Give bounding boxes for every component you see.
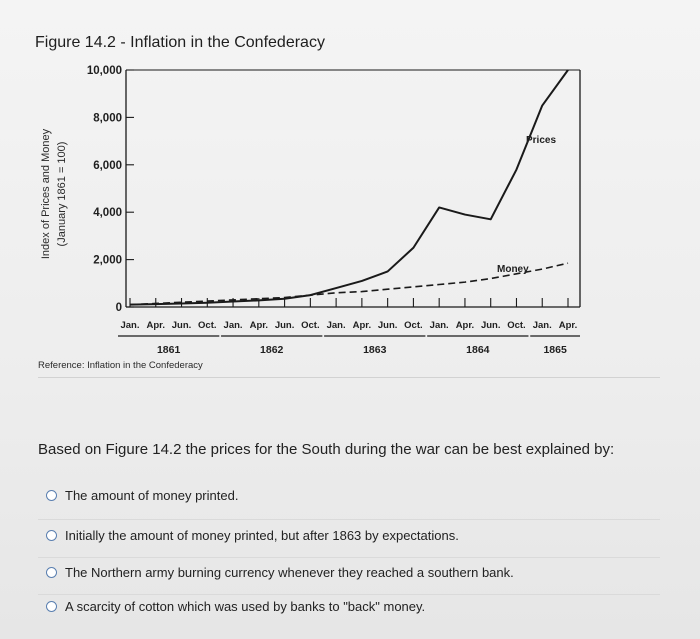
answer-option-1[interactable]: The amount of money printed.: [46, 488, 238, 503]
option-divider: [38, 519, 660, 520]
answer-option-2[interactable]: Initially the amount of money printed, b…: [46, 528, 459, 543]
y-tick-label: 4,000: [93, 207, 122, 219]
x-tick-label: Oct.: [198, 320, 216, 331]
answer-option-3[interactable]: The Northern army burning currency whene…: [46, 565, 514, 580]
x-tick-label: Jan.: [430, 320, 449, 331]
option-divider: [38, 557, 660, 558]
y-tick-label: 2,000: [93, 255, 122, 267]
x-tick-label: Jan.: [120, 320, 139, 331]
x-tick-label: Apr.: [456, 320, 474, 331]
y-tick-label: 0: [116, 302, 122, 314]
chart-axes: [125, 69, 581, 308]
x-tick-label: Apr.: [353, 320, 371, 331]
y-tick-label: 6,000: [93, 160, 122, 172]
option-label: The amount of money printed.: [65, 488, 239, 503]
series-labels: Prices Money: [497, 135, 556, 275]
option-label: The Northern army burning currency whene…: [65, 565, 514, 580]
year-label: 1863: [363, 344, 387, 356]
figure-reference: Reference: Inflation in the Confederacy: [38, 360, 203, 371]
x-tick-label: Oct.: [507, 320, 525, 331]
x-tick-label: Apr.: [250, 320, 268, 331]
option-divider: [38, 594, 660, 595]
series-label-prices: Prices: [526, 135, 556, 146]
radio-button[interactable]: [46, 601, 57, 612]
x-tick-label: Jan.: [224, 320, 243, 331]
radio-button[interactable]: [46, 490, 57, 501]
y-tick-label: 8,000: [93, 112, 122, 124]
y-axis-label-line1: Index of Prices and Money: [40, 128, 52, 259]
x-tick-label: Oct.: [301, 320, 319, 331]
year-label: 1865: [543, 344, 567, 356]
x-ticks: Jan. Apr. Jun. Oct. Jan. Apr. Jun. Oct. Jan. Apr.…: [120, 298, 577, 331]
series-line-prices: [129, 69, 569, 306]
x-tick-label: Jun.: [481, 320, 501, 331]
x-tick-label: Jun.: [275, 320, 295, 331]
year-label: 1861: [157, 344, 181, 356]
year-labels: 1861 1862 1863 1864 1865: [118, 335, 580, 356]
series-label-money: Money: [497, 264, 529, 275]
option-label: A scarcity of cotton which was used by b…: [65, 599, 426, 614]
y-ticks: 0 2,000 4,000 6,000 8,000 10,000: [87, 65, 134, 314]
section-divider: [38, 377, 660, 378]
answer-option-4[interactable]: A scarcity of cotton which was used by b…: [46, 599, 425, 614]
x-tick-label: Jan.: [327, 320, 346, 331]
radio-button[interactable]: [46, 567, 57, 578]
x-tick-label: Jun.: [378, 320, 398, 331]
chart-series: [129, 69, 569, 306]
y-axis-label: Index of Prices and Money (January 1861 …: [40, 128, 68, 259]
y-axis-label-line2: (January 1861 = 100): [56, 142, 68, 247]
option-label: Initially the amount of money printed, b…: [65, 528, 459, 543]
x-tick-label: Oct.: [404, 320, 422, 331]
figure-title: Figure 14.2 - Inflation in the Confedera…: [35, 34, 325, 51]
inflation-chart: Index of Prices and Money (January 1861 …: [40, 65, 581, 356]
x-tick-label: Jan.: [533, 320, 552, 331]
series-line-money: [129, 262, 569, 306]
x-tick-label: Apr.: [147, 320, 165, 331]
question-text: Based on Figure 14.2 the prices for the …: [38, 441, 615, 458]
y-tick-label: 10,000: [87, 65, 122, 77]
radio-button[interactable]: [46, 530, 57, 541]
year-label: 1864: [466, 344, 490, 356]
x-tick-label: Apr.: [559, 320, 577, 331]
x-tick-label: Jun.: [172, 320, 192, 331]
year-label: 1862: [260, 344, 284, 356]
